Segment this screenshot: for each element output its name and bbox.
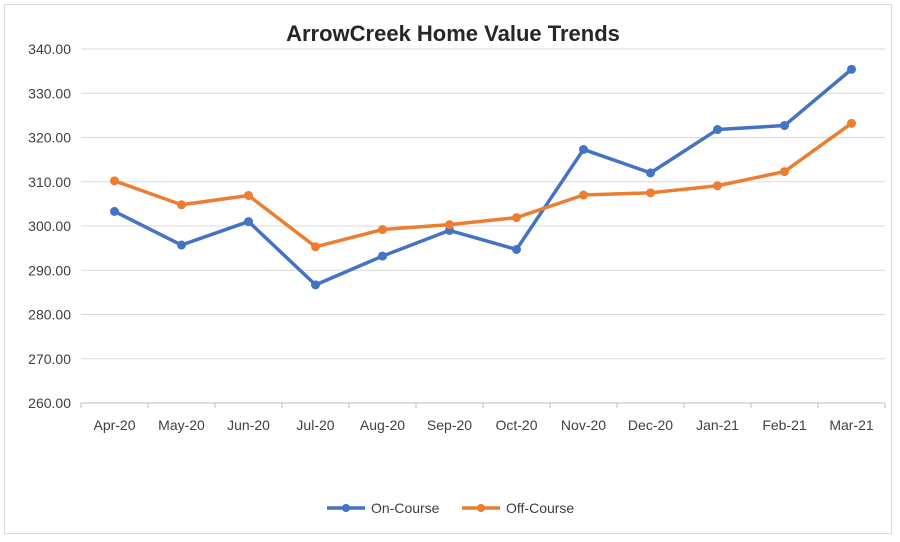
y-tick-label: 260.00 (28, 395, 71, 411)
data-point (378, 225, 387, 235)
chart-area: ArrowCreek Home Value Trends 260.00 270.0… (4, 4, 892, 534)
x-tick-label: Oct-20 (495, 417, 537, 433)
data-point (311, 242, 320, 252)
data-point (780, 167, 789, 177)
data-point (177, 240, 186, 250)
data-point (244, 217, 253, 227)
data-point (177, 200, 186, 210)
data-point (579, 144, 588, 154)
series-line (112, 67, 854, 287)
legend-item: On-Course (327, 500, 440, 516)
legend-label: On-Course (371, 500, 440, 516)
data-point (512, 213, 521, 223)
data-point (847, 118, 856, 128)
y-tick-label: 310.00 (28, 174, 71, 190)
x-tick-label: Aug-20 (360, 417, 405, 433)
gridlines (81, 48, 885, 404)
data-point (110, 206, 119, 216)
y-tick-label: 290.00 (28, 262, 71, 278)
legend-marker (477, 504, 485, 512)
x-tick-label: Feb-21 (762, 417, 807, 433)
y-axis: 260.00 270.00 280.00 290.00 300.00 310.00 320.… (28, 41, 71, 411)
data-point (847, 64, 856, 74)
y-tick-label: 330.00 (28, 85, 71, 101)
data-point (579, 190, 588, 200)
data-point (646, 168, 655, 178)
x-tick-label: Apr-20 (93, 417, 135, 433)
x-tick-label: Mar-21 (829, 417, 874, 433)
y-tick-label: 340.00 (28, 41, 71, 57)
data-point (244, 190, 253, 200)
data-point (512, 244, 521, 254)
x-tick-label: Jun-20 (227, 417, 270, 433)
legend-label: Off-Course (506, 500, 574, 516)
data-point (110, 176, 119, 186)
data-point (713, 181, 722, 191)
series-on-course (110, 64, 856, 290)
legend-marker (342, 504, 350, 512)
y-tick-label: 320.00 (28, 130, 71, 146)
x-tick-label: Jul-20 (296, 417, 334, 433)
y-tick-label: 270.00 (28, 351, 71, 367)
x-tick-label: Dec-20 (628, 417, 673, 433)
legend: On-Course Off-Course (327, 500, 574, 516)
series-lines (110, 64, 856, 290)
data-point (713, 125, 722, 135)
data-point (311, 280, 320, 290)
x-tick-label: Jan-21 (696, 417, 739, 433)
data-point (780, 121, 789, 131)
series-line (112, 121, 854, 249)
chart-title: ArrowCreek Home Value Trends (286, 21, 620, 46)
x-axis: Apr-20 May-20 Jun-20 Jul-20 Aug-20 Sep-20 Oct-… (80, 403, 886, 433)
data-point (646, 188, 655, 198)
line-chart: ArrowCreek Home Value Trends 260.00 270.0… (28, 21, 886, 516)
x-tick-label: Sep-20 (427, 417, 472, 433)
x-tick-label: Nov-20 (561, 417, 606, 433)
series-off-course (110, 118, 856, 252)
legend-item: Off-Course (462, 500, 574, 516)
y-tick-label: 280.00 (28, 307, 71, 323)
x-tick-label: May-20 (158, 417, 205, 433)
y-tick-label: 300.00 (28, 218, 71, 234)
data-point (378, 251, 387, 261)
data-point (445, 220, 454, 230)
